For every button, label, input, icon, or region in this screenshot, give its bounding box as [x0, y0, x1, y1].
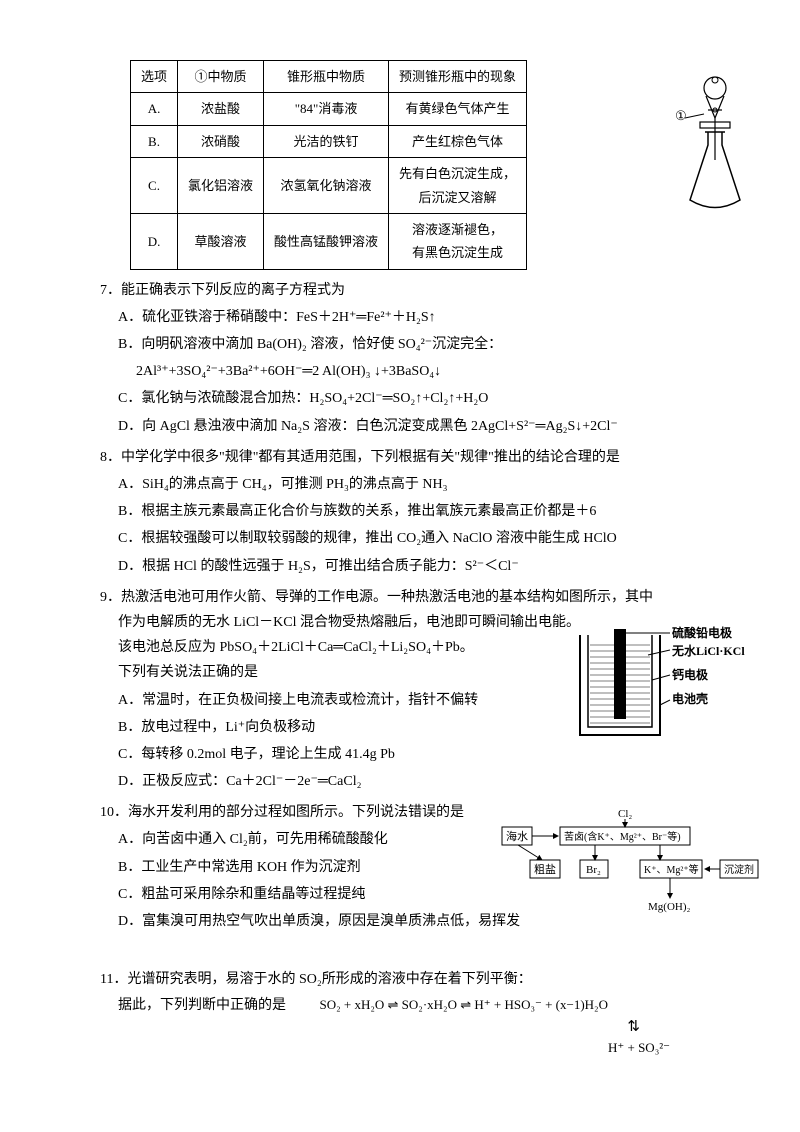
q7-stem: 能正确表示下列反应的离子方程式为 [121, 283, 345, 298]
q11-num: 11． [100, 972, 127, 987]
svg-text:粗盐: 粗盐 [534, 863, 556, 876]
q8-opt-a: A．SiH₄的沸点高于 CH₄，可推测 PH₃的沸点高于 NH₃ [100, 472, 710, 497]
svg-text:海水: 海水 [506, 829, 528, 843]
q6-region: 选项 ①中物质 锥形瓶中物质 预测锥形瓶中的现象 A. 浓盐酸 "84"消毒液 … [100, 60, 710, 270]
svg-text:沉淀剂: 沉淀剂 [724, 863, 754, 876]
flask-figure: ① [670, 70, 760, 229]
q7-opt-a: A．硫化亚铁溶于稀硝酸中：FeS＋2H⁺═Fe²⁺＋H₂S↑ [100, 305, 710, 330]
table-row: D. 草酸溶液 酸性高锰酸钾溶液 溶液逐渐褪色， 有黑色沉淀生成 [131, 213, 527, 269]
th-2: 锥形瓶中物质 [264, 61, 389, 93]
q8: 8．中学化学中很多"规律"都有其适用范围，下列根据有关"规律"推出的结论合理的是… [100, 445, 710, 579]
q7: 7．能正确表示下列反应的离子方程式为 A．硫化亚铁溶于稀硝酸中：FeS＋2H⁺═… [100, 278, 710, 439]
svg-text:无水LiCl·KCl: 无水LiCl·KCl [671, 643, 745, 658]
q8-opt-b: B．根据主族元素最高正化合价与族数的关系，推出氧族元素最高正价都是＋6 [100, 499, 710, 524]
q11-eq2: ⇅ [100, 1018, 710, 1036]
flask-label: ① [675, 108, 687, 123]
q7-opt-d: D．向 AgCl 悬浊液中滴加 Na₂S 溶液：白色沉淀变成黑色 2AgCl+S… [100, 414, 710, 439]
svg-text:钙电极: 钙电极 [672, 667, 709, 682]
q9-opt-d: D．正极反应式：Ca＋2Cl⁻－2e⁻═CaCl₂ [100, 769, 710, 794]
q11-eq1: SO₂ + xH₂O ⇌ SO₂·xH₂O ⇌ H⁺ + HSO₃⁻ + (x−… [290, 997, 608, 1012]
q7-opt-b2: 2Al³⁺+3SO₄²⁻+3Ba²⁺+6OH⁻═2 Al(OH)₃ ↓+3BaS… [100, 359, 710, 384]
q10-num: 10． [100, 805, 128, 820]
q8-stem: 中学化学中很多"规律"都有其适用范围，下列根据有关"规律"推出的结论合理的是 [121, 450, 620, 465]
svg-text:Mg(OH)₂: Mg(OH)₂ [648, 901, 690, 913]
q8-num: 8． [100, 450, 121, 465]
th-opt: 选项 [131, 61, 178, 93]
q8-opt-d: D．根据 HCl 的酸性远强于 H₂S，可推出结合质子能力：S²⁻＜Cl⁻ [100, 554, 710, 579]
q11-stem2: 据此，下列判断中正确的是 [118, 998, 286, 1013]
q9-num: 9． [100, 590, 121, 605]
q8-opt-c: C．根据较强酸可以制取较弱酸的规律，推出 CO₂通入 NaClO 溶液中能生成 … [100, 526, 710, 551]
svg-text:硫酸铅电极: 硫酸铅电极 [672, 625, 733, 640]
svg-text:Br₂: Br₂ [586, 864, 601, 876]
q11-eq3: H⁺ + SO₃²⁻ [100, 1036, 710, 1059]
q11: 11．光谱研究表明，易溶于水的 SO₂所形成的溶液中存在着下列平衡： 据此，下列… [100, 967, 710, 1059]
svg-text:Cl₂: Cl₂ [618, 808, 632, 820]
svg-text:苦卤(含K⁺、Mg²⁺、Br⁻等): 苦卤(含K⁺、Mg²⁺、Br⁻等) [564, 830, 681, 843]
q6-table: 选项 ①中物质 锥形瓶中物质 预测锥形瓶中的现象 A. 浓盐酸 "84"消毒液 … [130, 60, 527, 270]
th-3: 预测锥形瓶中的现象 [389, 61, 527, 93]
q7-opt-b: B．向明矾溶液中滴加 Ba(OH)₂ 溶液，恰好使 SO₄²⁻沉淀完全： [100, 332, 710, 357]
table-row: B. 浓硝酸 光洁的铁钉 产生红棕色气体 [131, 125, 527, 157]
q7-opt-c: C．氯化钠与浓硫酸混合加热：H₂SO₄+2Cl⁻═SO₂↑+Cl₂↑+H₂O [100, 386, 710, 411]
svg-text:K⁺、Mg²⁺等: K⁺、Mg²⁺等 [644, 863, 699, 876]
q9-stem1: 热激活电池可用作火箭、导弹的工作电源。一种热激活电池的基本结构如图所示，其中 [121, 590, 653, 605]
flow-figure: 海水 苦卤(含K⁺、Mg²⁺、Br⁻等) 粗盐 Br₂ K⁺、Mg²⁺等 沉淀剂… [500, 805, 760, 929]
q10: 10．海水开发利用的部分过程如图所示。下列说法错误的是 A．向苦卤中通入 Cl₂… [100, 800, 710, 934]
th-1: ①中物质 [178, 61, 264, 93]
q11-stem: 光谱研究表明，易溶于水的 SO₂所形成的溶液中存在着下列平衡： [127, 972, 531, 987]
q7-num: 7． [100, 283, 121, 298]
q10-stem: 海水开发利用的部分过程如图所示。下列说法错误的是 [128, 805, 464, 820]
table-row: A. 浓盐酸 "84"消毒液 有黄绿色气体产生 [131, 93, 527, 125]
svg-text:电池壳: 电池壳 [672, 691, 708, 706]
q9: 9．热激活电池可用作火箭、导弹的工作电源。一种热激活电池的基本结构如图所示，其中… [100, 585, 710, 795]
table-row: C. 氯化铝溶液 浓氢氧化钠溶液 先有白色沉淀生成， 后沉淀又溶解 [131, 158, 527, 214]
battery-figure: 硫酸铅电极 无水LiCl·KCl 钙电极 电池壳 [570, 625, 750, 764]
